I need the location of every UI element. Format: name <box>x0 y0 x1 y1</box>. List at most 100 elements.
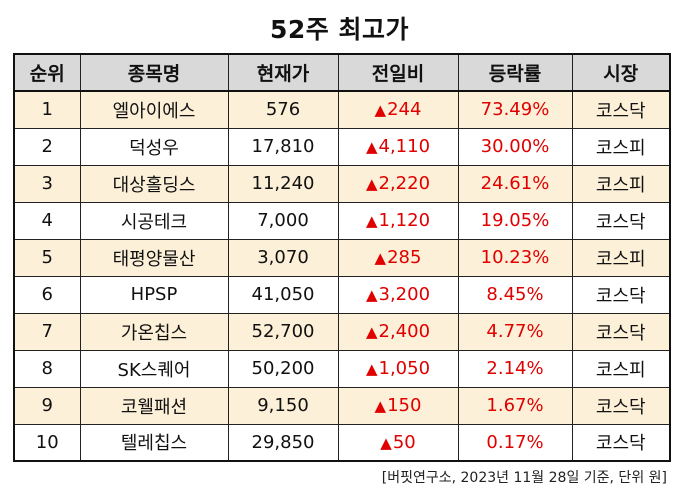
up-triangle-icon: ▲ <box>374 397 387 415</box>
change-cell: ▲4,110 <box>337 127 459 166</box>
source-note: [버핏연구소, 2023년 11월 28일 기준, 단위 원] <box>381 470 667 486</box>
column-header-change: 전일비 <box>337 53 459 92</box>
rate-cell: 1.67% <box>457 386 573 425</box>
column-header-name: 종목명 <box>79 53 229 92</box>
rate-cell: 10.23% <box>457 238 573 277</box>
change-value: 2,400 <box>378 321 431 342</box>
name-cell: 태평양물산 <box>79 238 229 277</box>
change-value: 285 <box>387 247 422 268</box>
up-triangle-icon: ▲ <box>365 175 378 193</box>
name-cell: 코웰패션 <box>79 386 229 425</box>
name-cell: 엘아이에스 <box>79 90 229 129</box>
name-cell: 덕성우 <box>79 127 229 166</box>
market-cell: 코스닥 <box>571 423 671 462</box>
price-cell: 52,700 <box>227 312 339 351</box>
up-triangle-icon: ▲ <box>365 323 378 341</box>
price-cell: 17,810 <box>227 127 339 166</box>
up-triangle-icon: ▲ <box>365 212 378 230</box>
column-header-rate: 등락률 <box>457 53 573 92</box>
rank-cell: 7 <box>13 312 81 351</box>
name-cell: 텔레칩스 <box>79 423 229 462</box>
page-title: 52주 최고가 <box>270 15 409 44</box>
rank-cell: 3 <box>13 164 81 203</box>
change-cell: ▲244 <box>337 90 459 129</box>
market-cell: 코스닥 <box>571 90 671 129</box>
name-cell: HPSP <box>79 275 229 314</box>
rate-cell: 4.77% <box>457 312 573 351</box>
up-triangle-icon: ▲ <box>380 433 392 452</box>
change-value: 4,110 <box>378 136 431 157</box>
rank-cell: 10 <box>13 423 81 462</box>
change-value: 50 <box>392 431 416 453</box>
column-header-rank: 순위 <box>13 53 81 92</box>
price-cell: 29,850 <box>227 423 339 462</box>
price-cell: 576 <box>227 90 339 129</box>
rank-cell: 6 <box>13 275 81 314</box>
market-cell: 코스닥 <box>571 386 671 425</box>
change-cell: ▲3,200 <box>337 275 459 314</box>
change-cell: ▲1,120 <box>337 201 459 240</box>
price-cell: 9,150 <box>227 386 339 425</box>
rate-cell: 73.49% <box>457 90 573 129</box>
change-cell: ▲50 <box>337 423 459 462</box>
price-cell: 7,000 <box>227 201 339 240</box>
rank-cell: 5 <box>13 238 81 277</box>
rate-cell: 2.14% <box>457 349 573 388</box>
rate-cell: 24.61% <box>457 164 573 203</box>
table-row: 7 가온칩스 52,700 ▲2,400 4.77% 코스닥 <box>13 312 671 351</box>
change-cell: ▲285 <box>337 238 459 277</box>
table-row: 9 코웰패션 9,150 ▲150 1.67% 코스닥 <box>13 386 671 425</box>
table-body: 1 엘아이에스 576 ▲244 73.49% 코스닥 2 덕성우 17,810 ▲4,110 30… <box>13 90 671 462</box>
price-cell: 11,240 <box>227 164 339 203</box>
change-value: 3,200 <box>378 284 431 305</box>
change-cell: ▲150 <box>337 386 459 425</box>
change-value: 1,120 <box>378 210 431 231</box>
change-cell: ▲2,400 <box>337 312 459 351</box>
rank-cell: 2 <box>13 127 81 166</box>
rank-cell: 8 <box>13 349 81 388</box>
up-triangle-icon: ▲ <box>365 138 378 156</box>
rate-cell: 8.45% <box>457 275 573 314</box>
market-cell: 코스닥 <box>571 275 671 314</box>
price-cell: 41,050 <box>227 275 339 314</box>
column-header-price: 현재가 <box>227 53 339 92</box>
change-value: 150 <box>387 395 422 416</box>
rank-cell: 4 <box>13 201 81 240</box>
name-cell: 가온칩스 <box>79 312 229 351</box>
table-row: 1 엘아이에스 576 ▲244 73.49% 코스닥 <box>13 90 671 129</box>
table-row: 2 덕성우 17,810 ▲4,110 30.00% 코스피 <box>13 127 671 166</box>
rate-cell: 19.05% <box>457 201 573 240</box>
change-value: 244 <box>387 99 422 121</box>
column-header-market: 시장 <box>571 53 671 92</box>
rate-cell: 30.00% <box>457 127 573 166</box>
name-cell: 시공테크 <box>79 201 229 240</box>
table-row: 8 SK스퀘어 50,200 ▲1,050 2.14% 코스피 <box>13 349 671 388</box>
market-cell: 코스피 <box>571 238 671 277</box>
change-cell: ▲1,050 <box>337 349 459 388</box>
up-triangle-icon: ▲ <box>365 360 378 378</box>
market-cell: 코스피 <box>571 349 671 388</box>
market-cell: 코스피 <box>571 127 671 166</box>
table-row: 5 태평양물산 3,070 ▲285 10.23% 코스피 <box>13 238 671 277</box>
price-cell: 3,070 <box>227 238 339 277</box>
header-row: 순위 종목명 현재가 전일비 등락률 시장 <box>13 53 671 92</box>
market-cell: 코스닥 <box>571 201 671 240</box>
change-value: 1,050 <box>378 358 431 379</box>
stock-table: 순위 종목명 현재가 전일비 등락률 시장 1 엘아이에스 576 ▲244 73.49… <box>13 53 671 462</box>
up-triangle-icon: ▲ <box>374 101 387 120</box>
table-row: 3 대상홀딩스 11,240 ▲2,220 24.61% 코스피 <box>13 164 671 203</box>
table-row: 6 HPSP 41,050 ▲3,200 8.45% 코스닥 <box>13 275 671 314</box>
market-cell: 코스피 <box>571 164 671 203</box>
change-value: 2,220 <box>378 173 431 194</box>
rank-cell: 1 <box>13 90 81 129</box>
market-cell: 코스닥 <box>571 312 671 351</box>
rank-cell: 9 <box>13 386 81 425</box>
rate-cell: 0.17% <box>457 423 573 462</box>
change-cell: ▲2,220 <box>337 164 459 203</box>
name-cell: SK스퀘어 <box>79 349 229 388</box>
name-cell: 대상홀딩스 <box>79 164 229 203</box>
price-cell: 50,200 <box>227 349 339 388</box>
up-triangle-icon: ▲ <box>374 249 387 267</box>
up-triangle-icon: ▲ <box>365 286 378 304</box>
table-row: 4 시공테크 7,000 ▲1,120 19.05% 코스닥 <box>13 201 671 240</box>
